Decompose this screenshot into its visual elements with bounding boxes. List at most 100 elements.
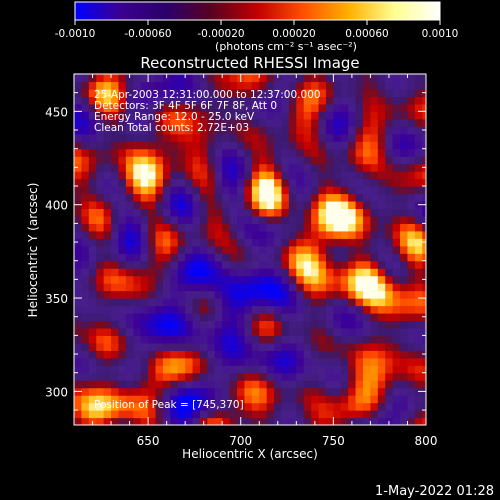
heatmap-cell — [259, 260, 268, 269]
heatmap-cell — [237, 223, 246, 232]
heatmap-cell — [88, 74, 97, 83]
heatmap-cell — [125, 118, 134, 127]
heatmap-cell — [422, 335, 426, 344]
heatmap-cell — [148, 342, 157, 351]
heatmap-cell — [192, 223, 201, 232]
heatmap-cell — [148, 357, 157, 366]
heatmap-cell — [229, 380, 238, 389]
heatmap-cell — [103, 133, 112, 142]
heatmap-cell — [214, 230, 223, 239]
heatmap-cell — [199, 245, 208, 254]
heatmap-cell — [385, 148, 394, 157]
heatmap-cell — [325, 350, 334, 359]
heatmap-cell — [155, 417, 164, 425]
heatmap-cell — [340, 342, 349, 351]
heatmap-cell — [199, 193, 208, 202]
heatmap-cell — [214, 372, 223, 381]
heatmap-cell — [311, 305, 320, 314]
heatmap-cell — [266, 312, 275, 322]
heatmap-cell — [170, 163, 179, 172]
heatmap-cell — [288, 417, 297, 425]
heatmap-cell — [229, 387, 238, 396]
heatmap-cell — [392, 410, 401, 419]
heatmap-cell — [111, 268, 120, 277]
heatmap-cell — [414, 74, 423, 83]
heatmap-cell — [199, 380, 208, 389]
heatmap-cell — [340, 275, 349, 284]
heatmap-cell — [140, 148, 149, 157]
heatmap-cell — [199, 223, 208, 232]
heatmap-cell — [274, 335, 283, 344]
heatmap-cell — [214, 245, 223, 254]
heatmap-cell — [214, 215, 223, 224]
heatmap-cell — [229, 365, 238, 374]
heatmap-cell — [311, 342, 320, 351]
heatmap-cell — [111, 88, 120, 98]
heatmap-cell — [325, 312, 334, 322]
heatmap-cell — [392, 298, 401, 307]
heatmap-cell — [266, 372, 275, 381]
heatmap-cell — [348, 163, 357, 172]
heatmap-cell — [111, 365, 120, 374]
heatmap-cell — [251, 380, 260, 389]
heatmap-cell — [222, 253, 231, 262]
heatmap-cell — [177, 290, 186, 299]
heatmap-cell — [88, 320, 97, 329]
heatmap-cell — [155, 193, 164, 202]
heatmap-cells — [74, 74, 426, 425]
heatmap-cell — [377, 163, 386, 172]
heatmap-cell — [177, 126, 186, 135]
heatmap-cell — [88, 178, 97, 187]
heatmap-cell — [155, 268, 164, 277]
heatmap-cell — [259, 283, 268, 292]
heatmap-cell — [244, 327, 253, 336]
heatmap-cell — [118, 81, 127, 90]
heatmap-cell — [207, 305, 216, 314]
heatmap-cell — [422, 365, 426, 374]
heatmap-cell — [81, 260, 90, 269]
heatmap-cell — [177, 365, 186, 374]
heatmap-cell — [237, 312, 246, 322]
heatmap-cell — [333, 193, 342, 202]
heatmap-cell — [103, 118, 112, 127]
heatmap-cell — [125, 402, 134, 411]
heatmap-cell — [192, 245, 201, 254]
heatmap-cell — [400, 298, 409, 307]
heatmap-cell — [392, 357, 401, 366]
heatmap-cell — [88, 111, 97, 120]
heatmap-cell — [281, 327, 290, 336]
heatmap-cell — [340, 260, 349, 269]
heatmap-cell — [355, 275, 364, 284]
heatmap-cell — [422, 178, 426, 187]
heatmap-cell — [81, 141, 90, 150]
heatmap-cell — [363, 260, 372, 269]
heatmap-cell — [111, 417, 120, 425]
heatmap-cell — [81, 74, 90, 83]
colorbar-ticks: -0.0010 -0.00060 -0.00020 0.00020 0.00060 0.0… — [55, 20, 458, 40]
heatmap-cell — [103, 342, 112, 351]
heatmap-cell — [148, 148, 157, 157]
heatmap-cell — [377, 365, 386, 374]
heatmap-cell — [281, 357, 290, 366]
heatmap-cell — [407, 305, 416, 314]
heatmap-cell — [111, 335, 120, 344]
heatmap-cell — [392, 223, 401, 232]
info-detectors: Detectors: 3F 4F 5F 6F 7F 8F, Att 0 — [94, 100, 277, 112]
heatmap-cell — [281, 81, 290, 90]
heatmap-cell — [363, 365, 372, 374]
heatmap-cell — [311, 275, 320, 284]
heatmap-cell — [148, 193, 157, 202]
heatmap-cell — [400, 290, 409, 299]
heatmap-cell — [185, 275, 194, 284]
heatmap-cell — [177, 245, 186, 254]
heatmap-cell — [177, 223, 186, 232]
heatmap-cell — [170, 133, 179, 142]
heatmap-cell — [118, 148, 127, 157]
heatmap-cell — [370, 215, 379, 224]
heatmap-cell — [325, 111, 334, 120]
heatmap-cell — [385, 208, 394, 217]
heatmap-cell — [340, 298, 349, 307]
heatmap-cell — [185, 365, 194, 374]
heatmap-cell — [333, 96, 342, 105]
heatmap-cell — [318, 141, 327, 150]
